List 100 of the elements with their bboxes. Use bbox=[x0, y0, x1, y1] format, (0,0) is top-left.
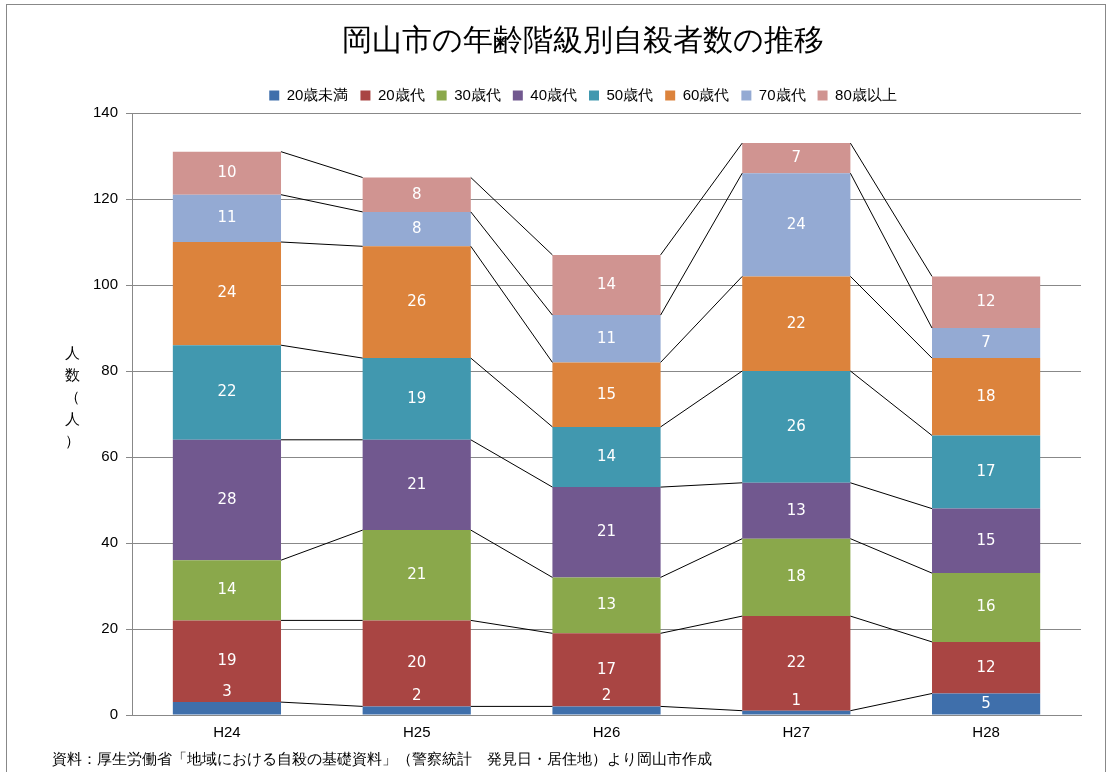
data-label: 10 bbox=[217, 163, 237, 182]
bar bbox=[552, 577, 661, 634]
bar bbox=[362, 706, 471, 715]
bar bbox=[932, 328, 1041, 359]
bar bbox=[172, 151, 282, 195]
bar bbox=[742, 538, 851, 617]
data-label: 21 bbox=[407, 565, 427, 584]
data-label: 19 bbox=[217, 651, 237, 670]
legend-label: 60歳代 bbox=[682, 85, 730, 103]
bar bbox=[362, 530, 471, 621]
bar bbox=[742, 173, 851, 277]
data-label: 22 bbox=[217, 382, 237, 401]
data-label: 18 bbox=[976, 386, 996, 405]
x-tick-label: H25 bbox=[402, 723, 431, 741]
bar bbox=[932, 641, 1041, 694]
bar bbox=[742, 276, 851, 371]
bar bbox=[172, 702, 282, 715]
bar bbox=[552, 315, 661, 363]
y-tick-label: 120 bbox=[93, 189, 119, 207]
bar bbox=[172, 345, 282, 440]
bar bbox=[552, 362, 661, 427]
data-label: 12 bbox=[976, 292, 996, 311]
data-label: 13 bbox=[786, 500, 806, 519]
legend-label: 20歳未満 bbox=[286, 85, 349, 103]
data-label: 2 bbox=[411, 686, 422, 705]
bar bbox=[172, 620, 282, 703]
data-label: 1 bbox=[791, 690, 802, 709]
data-label: 17 bbox=[976, 461, 996, 480]
bar bbox=[932, 693, 1041, 715]
legend-label: 30歳代 bbox=[454, 85, 501, 103]
bar bbox=[362, 358, 471, 440]
legend-label: 50歳代 bbox=[606, 85, 654, 103]
data-label: 2 bbox=[601, 686, 612, 705]
data-label: 21 bbox=[407, 474, 427, 493]
y-tick-label: 0 bbox=[109, 705, 119, 723]
legend-label: 20歳代 bbox=[377, 85, 425, 103]
data-label: 17 bbox=[596, 659, 617, 678]
data-label: 8 bbox=[411, 218, 422, 237]
bar bbox=[362, 177, 471, 212]
chart-title: 岡山市の年齢階級別自殺者数の推移 bbox=[342, 21, 824, 57]
y-tick-label: 60 bbox=[101, 447, 119, 465]
bar bbox=[362, 211, 471, 247]
x-tick-label: H28 bbox=[972, 723, 1000, 741]
bar bbox=[552, 633, 661, 707]
bar bbox=[552, 426, 661, 488]
data-label: 22 bbox=[786, 653, 806, 672]
data-label: 7 bbox=[981, 332, 991, 351]
bar bbox=[932, 573, 1041, 642]
bar bbox=[172, 242, 282, 346]
data-label: 13 bbox=[596, 595, 617, 614]
bar bbox=[552, 706, 661, 715]
data-label: 5 bbox=[981, 693, 991, 712]
bar bbox=[932, 276, 1041, 328]
bar bbox=[932, 358, 1041, 436]
bar bbox=[362, 246, 471, 359]
data-label: 15 bbox=[596, 384, 617, 403]
bar bbox=[172, 560, 282, 621]
y-tick-label: 140 bbox=[93, 103, 119, 121]
data-label: 24 bbox=[217, 283, 237, 302]
bar bbox=[742, 710, 851, 715]
data-label: 8 bbox=[411, 184, 422, 203]
bar bbox=[552, 254, 661, 316]
data-label: 11 bbox=[596, 328, 617, 347]
x-tick-label: H26 bbox=[592, 723, 621, 741]
data-label: 20 bbox=[407, 653, 427, 672]
x-tick-label: H24 bbox=[213, 723, 241, 741]
data-label: 11 bbox=[217, 208, 237, 227]
bar bbox=[362, 439, 471, 531]
x-tick-label: H27 bbox=[782, 723, 811, 741]
data-label: 16 bbox=[976, 597, 996, 616]
data-label: 18 bbox=[786, 567, 806, 586]
legend-label: 80歳以上 bbox=[835, 85, 897, 103]
bar bbox=[172, 194, 282, 242]
data-label: 12 bbox=[976, 657, 996, 676]
data-label: 26 bbox=[786, 416, 806, 435]
bar bbox=[742, 143, 851, 174]
bar bbox=[552, 487, 661, 578]
legend-label: 70歳代 bbox=[758, 85, 806, 103]
data-label: 19 bbox=[407, 388, 427, 407]
bar bbox=[742, 371, 851, 483]
bar bbox=[742, 616, 851, 711]
bar bbox=[172, 439, 282, 561]
data-label: 3 bbox=[222, 681, 232, 700]
data-label: 28 bbox=[217, 489, 237, 508]
y-tick-label: 40 bbox=[101, 533, 119, 551]
data-label: 7 bbox=[791, 148, 802, 167]
y-tick-label: 100 bbox=[93, 275, 119, 293]
data-label: 14 bbox=[596, 446, 617, 465]
legend-label: 40歳代 bbox=[530, 85, 577, 103]
bar bbox=[362, 620, 471, 707]
bar bbox=[742, 482, 851, 539]
bar bbox=[932, 508, 1041, 574]
data-label: 15 bbox=[976, 530, 996, 549]
data-label: 26 bbox=[407, 292, 427, 311]
data-label: 24 bbox=[786, 214, 806, 233]
bar bbox=[932, 435, 1041, 509]
y-tick-label: 80 bbox=[101, 361, 119, 379]
text: 資料：厚生労働省「地域における自殺の基礎資料」（警察統計 発見日・居住地）より岡山市作成 bbox=[52, 750, 712, 769]
data-label: 14 bbox=[596, 274, 617, 293]
data-label: 22 bbox=[786, 313, 806, 332]
